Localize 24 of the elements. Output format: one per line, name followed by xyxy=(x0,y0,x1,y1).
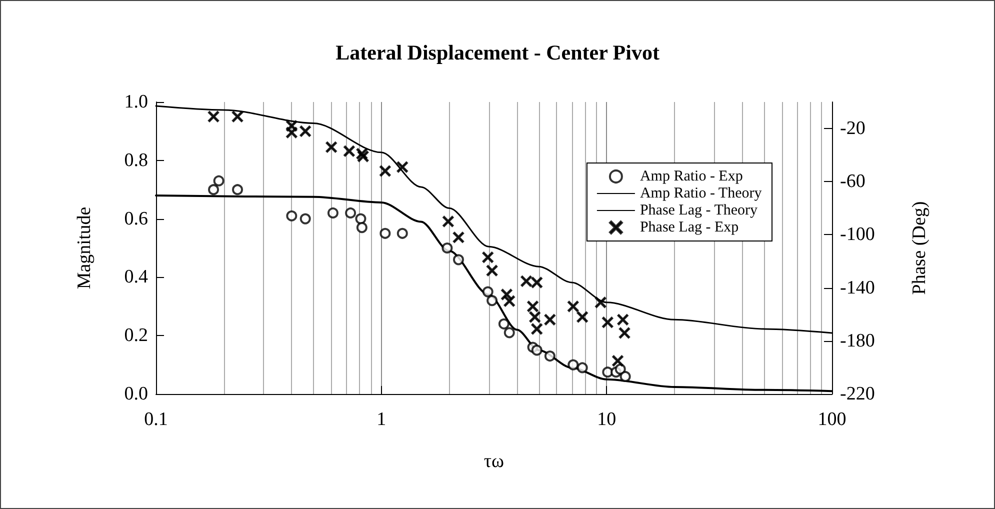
y2-tick-label: -20 xyxy=(840,118,866,140)
y-tick-label: 0.0 xyxy=(124,384,148,404)
y-axis-title: Magnitude xyxy=(74,206,95,290)
legend-label: Amp Ratio - Theory xyxy=(640,186,762,202)
x-tick-label: 100 xyxy=(818,409,846,430)
legend-label: Phase Lag - Theory xyxy=(640,202,758,218)
y-tick-label: 1.0 xyxy=(124,92,148,112)
x-axis-title: τω xyxy=(484,451,504,472)
legend-label: Phase Lag - Exp xyxy=(640,220,739,236)
y2-axis-title: Phase (Deg) xyxy=(909,201,930,295)
y-tick-label: 0.6 xyxy=(124,208,148,230)
y2-tick-label: -100 xyxy=(840,224,875,246)
y-tick-label: 0.4 xyxy=(124,266,148,288)
y2-tick-label: -60 xyxy=(840,171,866,192)
y2-tick-label: -220 xyxy=(840,384,875,404)
y2-tick-label: -140 xyxy=(840,277,875,298)
y2-tick-label: -180 xyxy=(840,330,875,352)
y-tick-label: 0.8 xyxy=(124,150,148,171)
x-tick-label: 1 xyxy=(376,409,386,430)
legend-label: Amp Ratio - Exp xyxy=(640,168,743,184)
x-tick-label: 10 xyxy=(597,409,616,430)
y-tick-label: 0.2 xyxy=(124,325,148,346)
chart-title: Lateral Displacement - Center Pivot xyxy=(336,40,660,64)
x-tick-label: 0.1 xyxy=(144,409,168,430)
